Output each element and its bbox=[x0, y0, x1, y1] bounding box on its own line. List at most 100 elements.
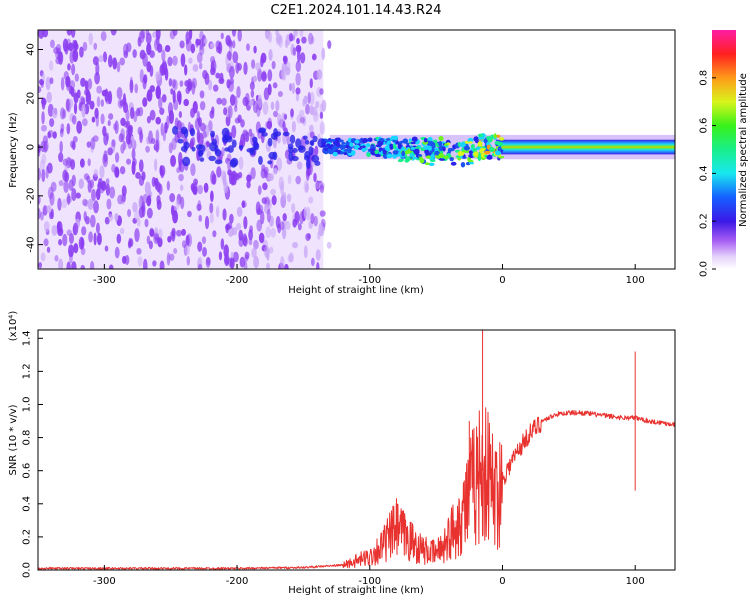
noise-cell bbox=[238, 229, 244, 241]
noise-cell bbox=[321, 99, 327, 112]
noise-cell bbox=[114, 152, 120, 163]
signal-cell bbox=[362, 138, 369, 143]
noise-cell bbox=[40, 252, 46, 262]
noise-cell bbox=[170, 154, 177, 167]
noise-cell bbox=[74, 73, 79, 82]
signal-cell bbox=[410, 146, 416, 150]
signal-cell bbox=[410, 141, 416, 145]
noise-cell bbox=[187, 121, 192, 133]
noise-cell bbox=[95, 222, 100, 234]
noise-cell bbox=[120, 117, 126, 127]
noise-cell bbox=[108, 213, 114, 222]
noise-cell bbox=[127, 138, 133, 149]
noise-cell bbox=[250, 167, 256, 180]
noise-cell bbox=[265, 30, 270, 39]
noise-cell bbox=[308, 196, 314, 204]
noise-cell bbox=[216, 166, 222, 178]
signal-cell bbox=[477, 133, 484, 138]
noise-cell bbox=[128, 237, 132, 247]
x-tick-label: -200 bbox=[226, 275, 249, 286]
signal-cell bbox=[378, 138, 385, 142]
signal-cell bbox=[191, 146, 196, 152]
noise-cell bbox=[114, 120, 119, 135]
noise-cell bbox=[134, 228, 140, 242]
noise-cell bbox=[225, 114, 231, 127]
signal-cell bbox=[499, 137, 505, 141]
noise-cell bbox=[54, 255, 59, 262]
signal-cell bbox=[444, 143, 449, 146]
noise-cell bbox=[71, 261, 77, 269]
noise-cell bbox=[232, 251, 239, 263]
noise-cell bbox=[282, 71, 286, 81]
noise-cell bbox=[229, 213, 234, 224]
noise-cell bbox=[197, 132, 204, 147]
noise-cell bbox=[291, 82, 296, 95]
noise-cell bbox=[232, 51, 239, 64]
signal-cell bbox=[273, 127, 278, 138]
noise-cell bbox=[93, 42, 98, 51]
noise-cell bbox=[136, 217, 141, 227]
snr-x-label: Height of straight line (km) bbox=[288, 585, 424, 596]
noise-cell bbox=[167, 56, 173, 67]
signal-cell bbox=[392, 150, 399, 155]
noise-cell bbox=[38, 262, 43, 269]
noise-cell bbox=[215, 72, 221, 79]
signal-cell bbox=[418, 154, 423, 157]
noise-cell bbox=[209, 42, 215, 49]
noise-cell bbox=[273, 110, 278, 118]
noise-cell bbox=[38, 85, 42, 94]
noise-cell bbox=[80, 77, 86, 87]
signal-cell bbox=[329, 138, 336, 142]
noise-cell bbox=[297, 223, 302, 231]
noise-cell bbox=[46, 246, 51, 253]
y-tick-label: 1.4 bbox=[22, 330, 33, 346]
noise-cell bbox=[282, 121, 286, 132]
noise-cell bbox=[268, 49, 273, 61]
noise-cell bbox=[272, 167, 278, 175]
signal-cell bbox=[302, 135, 308, 140]
noise-cell bbox=[284, 263, 289, 269]
noise-cell bbox=[282, 213, 287, 222]
noise-cell bbox=[209, 202, 214, 214]
noise-cell bbox=[215, 206, 220, 218]
noise-cell bbox=[105, 178, 110, 185]
noise-cell bbox=[184, 64, 188, 76]
noise-cell bbox=[119, 100, 124, 107]
noise-cell bbox=[161, 49, 166, 62]
signal-cell bbox=[238, 144, 244, 150]
noise-cell bbox=[134, 210, 140, 221]
noise-cell bbox=[166, 252, 171, 266]
noise-cell bbox=[313, 172, 317, 183]
noise-cell bbox=[107, 119, 111, 127]
signal-cell bbox=[214, 159, 223, 165]
noise-cell bbox=[40, 140, 46, 153]
signal-cell bbox=[487, 137, 493, 143]
noise-cell bbox=[146, 115, 151, 124]
noise-cell bbox=[138, 197, 142, 209]
noise-cell bbox=[221, 146, 225, 157]
noise-cell bbox=[253, 75, 258, 82]
noise-cell bbox=[100, 113, 105, 125]
noise-cell bbox=[117, 194, 124, 205]
noise-cell bbox=[139, 49, 146, 60]
noise-cell bbox=[282, 191, 287, 201]
noise-cell bbox=[175, 199, 180, 210]
signal-cell bbox=[442, 146, 446, 152]
noise-cell bbox=[233, 105, 238, 113]
noise-cell bbox=[295, 72, 301, 86]
noise-cell bbox=[82, 198, 88, 207]
signal-cell bbox=[433, 139, 438, 144]
noise-cell bbox=[202, 69, 208, 80]
noise-cell bbox=[199, 100, 206, 111]
signal-cell bbox=[345, 144, 349, 149]
noise-cell bbox=[52, 131, 57, 139]
spectrogram-y-label: Frequency (Hz) bbox=[8, 112, 19, 188]
signal-cell bbox=[439, 158, 446, 161]
noise-cell bbox=[171, 230, 176, 242]
noise-cell bbox=[179, 80, 184, 87]
noise-cell bbox=[261, 70, 267, 80]
colorbar-tick-label: 0.2 bbox=[699, 213, 710, 229]
signal-cell bbox=[423, 145, 429, 151]
signal-cell bbox=[226, 136, 233, 143]
noise-cell bbox=[261, 164, 266, 172]
